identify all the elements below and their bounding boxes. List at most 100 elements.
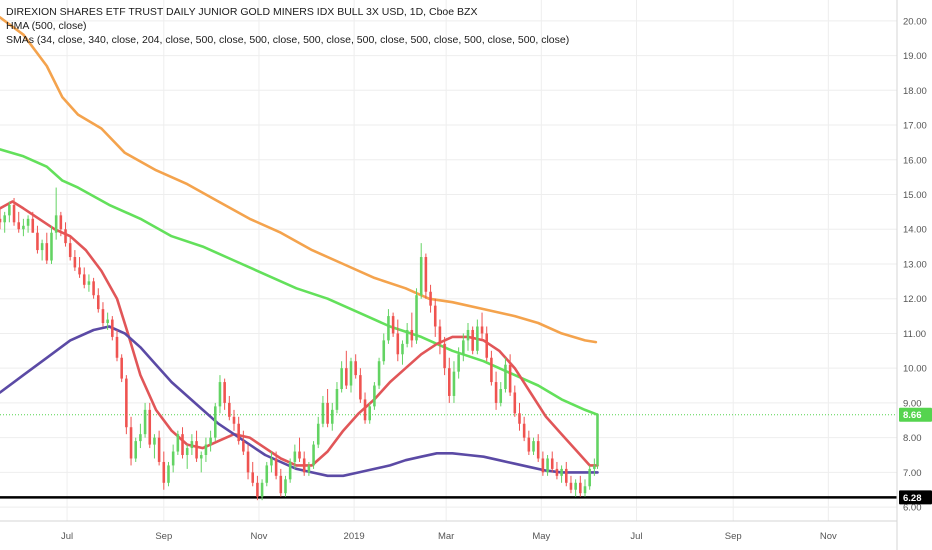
candle-body — [101, 309, 105, 324]
candle-body — [466, 329, 470, 341]
candle-body — [153, 437, 156, 445]
candle-body — [209, 437, 212, 445]
y-tick-label: 18.00 — [903, 86, 927, 97]
chart-title: DIREXION SHARES ETF TRUST DAILY JUNIOR G… — [6, 6, 478, 18]
candle-body — [54, 215, 58, 233]
candle-body — [504, 364, 507, 390]
candle-body — [0, 218, 2, 223]
smas-indicator-label[interactable]: SMAs (34, close, 340, close, 204, close,… — [6, 34, 570, 46]
candle-body — [148, 409, 152, 445]
candle-body — [31, 218, 35, 233]
candle-body — [373, 385, 376, 407]
x-tick-label: Mar — [438, 531, 454, 542]
candle-body — [298, 451, 301, 459]
candle-body — [349, 361, 353, 386]
grid-lines — [0, 0, 897, 521]
candle-body — [195, 441, 198, 459]
candle-body — [387, 316, 390, 341]
candle-body — [321, 402, 325, 424]
candle-body — [410, 329, 414, 341]
candle-body — [139, 434, 142, 442]
candle-body — [335, 389, 339, 410]
x-tick-label: May — [532, 531, 550, 542]
x-tick-label: Jul — [61, 531, 73, 542]
candle-body — [36, 232, 39, 251]
candle-body — [396, 333, 400, 355]
candle-body — [176, 434, 180, 452]
y-tick-label: 14.00 — [903, 225, 927, 236]
candle-body — [78, 267, 81, 275]
time-axis[interactable]: Jul Sep Nov 2019 Mar May Jul Sep Nov — [61, 531, 837, 542]
candle-body — [242, 441, 245, 452]
candle-body — [513, 392, 517, 414]
candle-body — [26, 218, 30, 226]
moving-average-line — [0, 200, 599, 467]
y-tick-label: 9.00 — [903, 398, 922, 409]
candle-body — [326, 402, 329, 424]
price-labels: 8.66 6.28 — [899, 407, 932, 505]
candle-body — [443, 343, 446, 369]
candle-body — [532, 441, 535, 452]
candle-body — [167, 465, 170, 483]
price-axis[interactable]: 6.00 7.00 8.00 9.00 10.00 11.00 12.00 13.00 14.0… — [903, 16, 927, 513]
y-tick-label: 19.00 — [903, 51, 927, 62]
candle-body — [82, 274, 86, 285]
candle-body — [115, 336, 119, 358]
candle-body — [265, 465, 269, 483]
x-tick-label: Nov — [820, 531, 837, 542]
candle-body — [232, 416, 236, 424]
candle-body — [527, 437, 531, 452]
x-tick-label: Jul — [630, 531, 642, 542]
hma-indicator-label[interactable]: HMA (500, close) — [6, 20, 87, 32]
candle-body — [424, 257, 428, 292]
candle-body — [96, 295, 100, 310]
candle-body — [204, 444, 208, 456]
candle-body — [536, 441, 540, 459]
candle-body — [345, 368, 348, 386]
candle-body — [508, 364, 512, 393]
candle-body — [382, 340, 386, 362]
candle-body — [125, 378, 128, 428]
candle-body — [12, 204, 16, 223]
candle-body — [120, 357, 123, 379]
candle-body — [307, 465, 311, 473]
candle-body — [111, 319, 114, 337]
candle-body — [457, 354, 460, 372]
candle-body — [17, 222, 21, 230]
candle-body — [45, 243, 49, 261]
candle-body — [171, 451, 175, 466]
candle-body — [405, 329, 409, 344]
candle-body — [181, 434, 184, 456]
candle-body — [293, 451, 297, 462]
candle-body — [340, 368, 343, 390]
candle-body — [359, 375, 362, 400]
candle-body — [73, 257, 77, 268]
candle-body — [330, 409, 334, 424]
candle-body — [288, 461, 292, 480]
candle-body — [494, 382, 498, 403]
candle-body — [363, 399, 367, 421]
horizontal-lines — [0, 414, 897, 499]
candle-body — [593, 465, 596, 469]
x-tick-label: 2019 — [344, 531, 365, 542]
candle-body — [134, 441, 138, 459]
candle-body — [87, 281, 91, 285]
y-tick-label: 11.00 — [903, 329, 926, 340]
candle-body — [237, 423, 240, 442]
y-tick-label: 13.00 — [903, 259, 927, 270]
candle-body — [354, 361, 357, 376]
candle-body — [223, 382, 226, 403]
candle-body — [541, 458, 545, 473]
candle-body — [162, 461, 166, 483]
price-label-box — [899, 407, 932, 422]
candle-body — [485, 333, 489, 358]
candle-body — [228, 402, 231, 417]
candle-body — [462, 340, 465, 355]
candle-body — [555, 468, 559, 476]
candle-body — [438, 326, 442, 344]
candle-body — [550, 458, 554, 469]
x-tick-label: Nov — [251, 531, 268, 542]
moving-average-line — [0, 16, 598, 344]
y-tick-label: 17.00 — [903, 121, 927, 132]
